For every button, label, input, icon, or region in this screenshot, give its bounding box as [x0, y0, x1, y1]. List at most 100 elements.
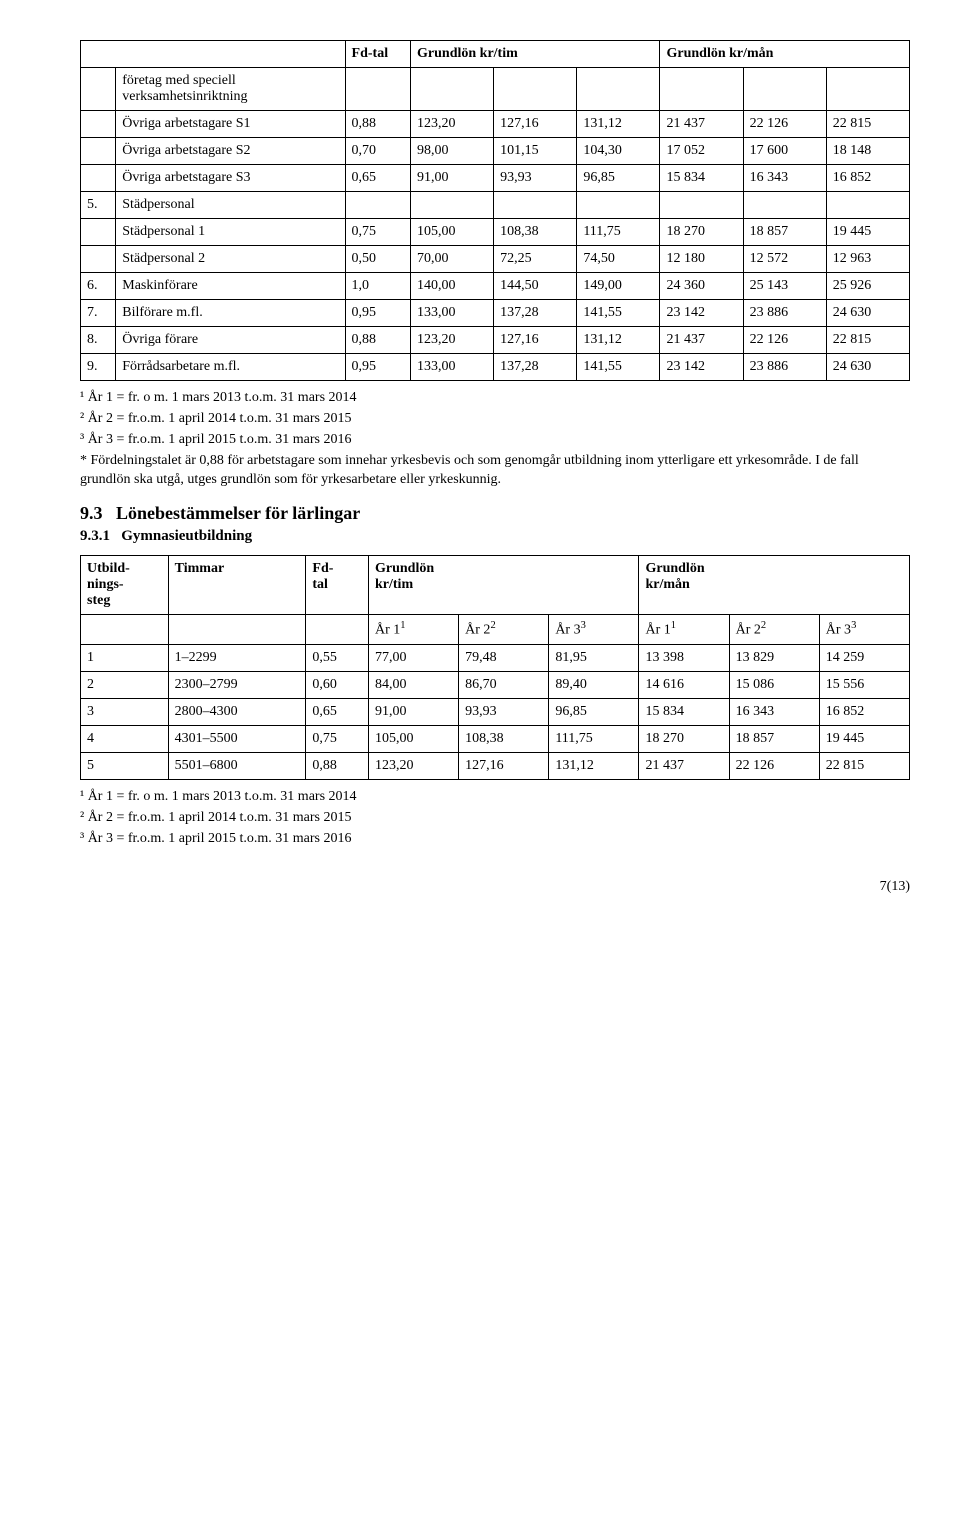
table-cell — [577, 192, 660, 219]
footnote-line: ³ År 3 = fr.o.m. 1 april 2015 t.o.m. 31 … — [80, 830, 910, 849]
table-cell: 0,50 — [345, 246, 411, 273]
table-cell: 22 126 — [729, 753, 819, 780]
table-cell — [577, 68, 660, 111]
table-cell — [81, 615, 169, 645]
col-header: Fd-tal — [345, 41, 411, 68]
table-cell: 144,50 — [494, 273, 577, 300]
footnote-line: ¹ År 1 = fr. o m. 1 mars 2013 t.o.m. 31 … — [80, 788, 910, 807]
table-cell: 23 886 — [743, 300, 826, 327]
apprentice-table: Utbild-nings-stegTimmarFd-talGrundlönkr/… — [80, 555, 910, 780]
row-label: Städpersonal 2 — [116, 246, 345, 273]
table-cell — [306, 615, 369, 645]
subheader-row: År 11År 22År 33År 11År 22År 33 — [81, 615, 910, 645]
data-row: 22300–27990,6084,0086,7089,4014 61615 08… — [81, 672, 910, 699]
sub-col-header: År 22 — [729, 615, 819, 645]
table-cell: 104,30 — [577, 138, 660, 165]
table-cell — [81, 138, 116, 165]
row-label: Övriga förare — [116, 327, 345, 354]
table-cell: 0,65 — [345, 165, 411, 192]
table-cell: 13 829 — [729, 645, 819, 672]
table-cell: 0,88 — [306, 753, 369, 780]
section-row: 5.Städpersonal — [81, 192, 910, 219]
table-cell: 111,75 — [549, 726, 639, 753]
table-cell — [826, 68, 909, 111]
section-number: 9.3 — [80, 503, 103, 523]
section-number: 9.3.1 — [80, 528, 110, 544]
row-label: Övriga arbetstagare S3 — [116, 165, 345, 192]
step-num: 5 — [81, 753, 169, 780]
table-cell — [411, 192, 494, 219]
row-label: Övriga arbetstagare S1 — [116, 111, 345, 138]
table-cell: 18 857 — [729, 726, 819, 753]
section-title: Lönebestämmelser för lärlingar — [116, 503, 360, 523]
header-row: Utbild-nings-stegTimmarFd-talGrundlönkr/… — [81, 556, 910, 615]
table-cell: 0,75 — [345, 219, 411, 246]
table-cell: 91,00 — [411, 165, 494, 192]
row-label: Bilförare m.fl. — [116, 300, 345, 327]
table-cell: 1,0 — [345, 273, 411, 300]
table-cell: 16 343 — [729, 699, 819, 726]
table-cell — [743, 68, 826, 111]
salary-table-1: Fd-talGrundlön kr/timGrundlön kr/månföre… — [80, 40, 910, 381]
table-cell: 22 126 — [743, 111, 826, 138]
table-cell: 17 600 — [743, 138, 826, 165]
col-header: Grundlön kr/mån — [660, 41, 910, 68]
table-cell — [826, 192, 909, 219]
table-cell: 105,00 — [411, 219, 494, 246]
table-cell: 123,20 — [411, 111, 494, 138]
table-cell: 0,95 — [345, 354, 411, 381]
table-cell: 81,95 — [549, 645, 639, 672]
row-label: Förrådsarbetare m.fl. — [116, 354, 345, 381]
section-num: 8. — [81, 327, 116, 354]
table-cell: 21 437 — [660, 111, 743, 138]
table-cell: 0,95 — [345, 300, 411, 327]
table-cell: 24 360 — [660, 273, 743, 300]
table-cell: 84,00 — [369, 672, 459, 699]
group-row: företag med speciell verksamhetsinriktni… — [81, 68, 910, 111]
section-title: Gymnasieutbildning — [121, 528, 252, 544]
data-row: Övriga arbetstagare S20,7098,00101,15104… — [81, 138, 910, 165]
table-cell: 108,38 — [459, 726, 549, 753]
table-cell: 15 086 — [729, 672, 819, 699]
page-number: 7(13) — [80, 879, 910, 895]
table-cell: 141,55 — [577, 300, 660, 327]
table-cell: 74,50 — [577, 246, 660, 273]
table-cell: 15 834 — [660, 165, 743, 192]
section-label: Städpersonal — [116, 192, 345, 219]
table-cell: 131,12 — [577, 111, 660, 138]
table-cell: 19 445 — [819, 726, 909, 753]
table-cell: 1–2299 — [168, 645, 306, 672]
table-cell — [81, 111, 116, 138]
table-cell: 127,16 — [494, 111, 577, 138]
data-row: Städpersonal 20,5070,0072,2574,5012 1801… — [81, 246, 910, 273]
table-cell: 2800–4300 — [168, 699, 306, 726]
col-header: Grundlönkr/mån — [639, 556, 910, 615]
table-cell: 137,28 — [494, 300, 577, 327]
data-row: Städpersonal 10,75105,00108,38111,7518 2… — [81, 219, 910, 246]
table-cell: 22 815 — [826, 111, 909, 138]
table-cell: 5501–6800 — [168, 753, 306, 780]
table-cell: 93,93 — [459, 699, 549, 726]
table-cell: 19 445 — [826, 219, 909, 246]
table-cell: 25 143 — [743, 273, 826, 300]
table-cell — [660, 192, 743, 219]
table-cell: 96,85 — [549, 699, 639, 726]
data-row: 55501–68000,88123,20127,16131,1221 43722… — [81, 753, 910, 780]
table-cell: 18 857 — [743, 219, 826, 246]
table-cell: 0,88 — [345, 327, 411, 354]
table-cell: 123,20 — [369, 753, 459, 780]
table-cell: 13 398 — [639, 645, 729, 672]
table-cell: 16 852 — [819, 699, 909, 726]
row-label: Städpersonal 1 — [116, 219, 345, 246]
table-cell — [345, 68, 411, 111]
table-cell — [494, 192, 577, 219]
data-row: 8.Övriga förare0,88123,20127,16131,1221 … — [81, 327, 910, 354]
sub-col-header: År 33 — [549, 615, 639, 645]
table-cell: 24 630 — [826, 354, 909, 381]
header-row: Fd-talGrundlön kr/timGrundlön kr/mån — [81, 41, 910, 68]
table-cell: 0,88 — [345, 111, 411, 138]
table-cell: 12 963 — [826, 246, 909, 273]
table-cell — [81, 68, 116, 111]
table-cell: 12 572 — [743, 246, 826, 273]
table-cell: 12 180 — [660, 246, 743, 273]
